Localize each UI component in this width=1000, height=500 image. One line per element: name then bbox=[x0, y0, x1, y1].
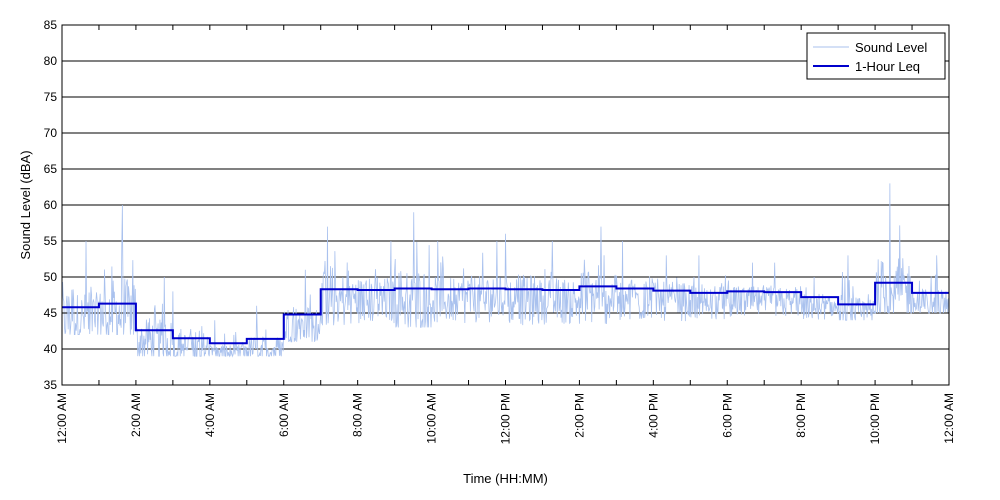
x-tick-label: 12:00 AM bbox=[942, 393, 956, 444]
x-tick-label: 8:00 AM bbox=[351, 393, 365, 437]
x-tick-label: 6:00 PM bbox=[720, 393, 734, 438]
legend: Sound Level 1-Hour Leq bbox=[806, 32, 946, 80]
x-axis-ticks: 12:00 AM 2:00 AM 4:00 AM 6:00 AM 8:00 AM 10:0… bbox=[55, 25, 956, 444]
sound-level-line bbox=[61, 183, 949, 358]
x-tick-label: 8:00 PM bbox=[794, 393, 808, 438]
x-tick-label: 10:00 AM bbox=[425, 393, 439, 444]
y-tick-label: 35 bbox=[44, 378, 58, 392]
x-tick-label: 12:00 PM bbox=[499, 393, 513, 444]
y-tick-label: 70 bbox=[44, 126, 58, 140]
leq-step-line bbox=[62, 281, 949, 345]
legend-label-leq: 1-Hour Leq bbox=[855, 59, 920, 74]
y-tick-label: 50 bbox=[44, 270, 58, 284]
legend-box bbox=[806, 32, 946, 80]
leq-series bbox=[62, 281, 949, 345]
x-tick-label: 4:00 AM bbox=[203, 393, 217, 437]
y-axis-title: Sound Level (dBA) bbox=[18, 150, 33, 259]
x-axis-title: Time (HH:MM) bbox=[463, 471, 548, 486]
sound-level-series bbox=[61, 183, 949, 358]
legend-label-sound-level: Sound Level bbox=[855, 40, 927, 55]
x-tick-label: 2:00 PM bbox=[572, 393, 586, 438]
x-tick-label: 12:00 AM bbox=[55, 393, 69, 444]
y-tick-label: 55 bbox=[44, 234, 58, 248]
y-tick-label: 65 bbox=[44, 162, 58, 176]
y-tick-label: 85 bbox=[44, 18, 58, 32]
x-tick-label: 10:00 PM bbox=[868, 393, 882, 444]
y-axis-ticks: 35 40 45 50 55 60 65 70 75 80 85 bbox=[44, 18, 949, 392]
y-tick-label: 80 bbox=[44, 54, 58, 68]
x-tick-label: 2:00 AM bbox=[129, 393, 143, 437]
x-tick-label: 6:00 AM bbox=[277, 393, 291, 437]
x-tick-label: 4:00 PM bbox=[646, 393, 660, 438]
y-tick-label: 75 bbox=[44, 90, 58, 104]
y-tick-label: 60 bbox=[44, 198, 58, 212]
y-tick-label: 45 bbox=[44, 306, 58, 320]
y-tick-label: 40 bbox=[44, 342, 58, 356]
